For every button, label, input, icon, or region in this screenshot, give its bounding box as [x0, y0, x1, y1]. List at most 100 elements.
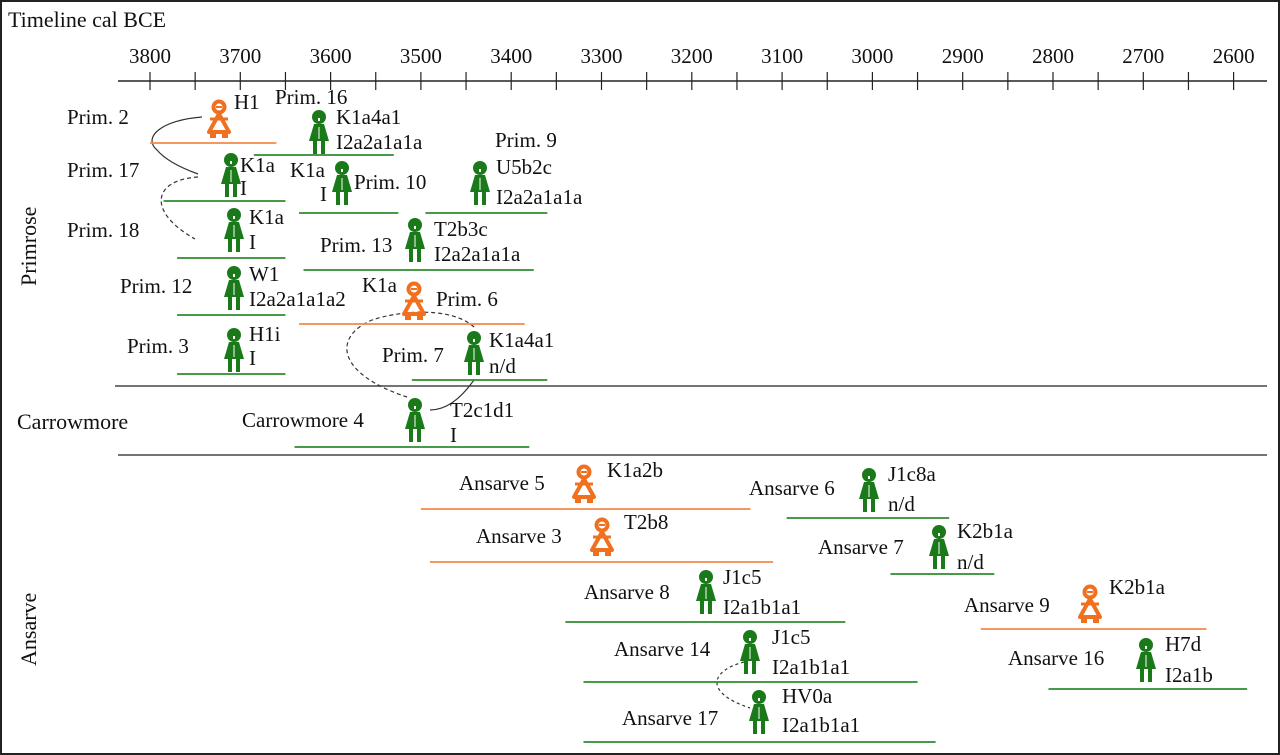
kinship-link: [429, 379, 475, 411]
y-haplogroup: I2a2a1a1a2: [249, 287, 346, 311]
male-figure-icon: [332, 161, 352, 205]
mt-haplogroup: T2b3c: [434, 217, 488, 241]
male-figure-icon: [405, 398, 425, 442]
individual-name: Prim. 12: [120, 274, 193, 298]
axis-tick-label: 2700: [1122, 44, 1165, 68]
female-figure-icon: [402, 281, 426, 320]
male-figure-icon: [740, 630, 760, 674]
individual-name: Prim. 10: [354, 170, 427, 194]
axis-tick-label: 3500: [399, 44, 442, 68]
axis-tick-label: 3200: [670, 44, 713, 68]
male-figure-icon: [749, 690, 769, 734]
male-figure-icon: [470, 161, 490, 205]
axis-tick-label: 3800: [129, 44, 171, 68]
mt-haplogroup: W1: [249, 262, 280, 286]
axis-tick-label: 3000: [851, 44, 894, 68]
individual-name: Ansarve 6: [749, 476, 835, 500]
mt-haplogroup: U5b2c: [496, 155, 552, 179]
mt-haplogroup: HV0a: [782, 684, 833, 708]
y-haplogroup: I: [249, 346, 256, 370]
individual-name: Ansarve 17: [622, 706, 719, 730]
mt-haplogroup: K1a: [362, 273, 397, 297]
axis-tick-label: 3100: [761, 44, 804, 68]
kinship-link: [346, 311, 475, 398]
mt-haplogroup: H1: [234, 90, 260, 114]
mt-haplogroup: K1a4a1: [489, 328, 555, 352]
axis-tick-label: 3300: [580, 44, 623, 68]
mt-haplogroup: K2b1a: [957, 519, 1013, 543]
mt-haplogroup: K1a: [249, 205, 284, 229]
kinship-link: [160, 176, 199, 240]
kinship-link: [151, 116, 203, 175]
male-figure-icon: [859, 468, 879, 512]
axis-tick-label: 3400: [490, 44, 533, 68]
male-figure-icon: [221, 153, 241, 197]
axis-tick-label: 2800: [1032, 44, 1074, 68]
y-haplogroup: I2a1b: [1165, 663, 1213, 687]
individual-name: Prim. 17: [67, 158, 140, 182]
y-haplogroup: I: [240, 176, 247, 200]
mt-haplogroup: K1a: [240, 153, 275, 177]
y-haplogroup: n/d: [957, 550, 984, 574]
female-figure-icon: [590, 517, 614, 556]
mt-haplogroup: H7d: [1165, 632, 1202, 656]
axis-tick-label: 2900: [941, 44, 984, 68]
mt-haplogroup: J1c5: [772, 625, 811, 649]
individual-name: Ansarve 14: [614, 637, 711, 661]
y-haplogroup: I2a1b1a1: [782, 713, 861, 737]
mt-haplogroup: K1a4a1: [336, 105, 402, 129]
mt-haplogroup: J1c5: [723, 565, 762, 589]
individual-name: Prim. 3: [127, 334, 189, 358]
individual-name: Carrowmore 4: [242, 408, 364, 432]
axis-tick-label: 3600: [309, 44, 352, 68]
mt-haplogroup: J1c8a: [888, 462, 936, 486]
individual-name: Ansarve 9: [964, 593, 1050, 617]
axis-tick-label: 3700: [219, 44, 262, 68]
male-figure-icon: [405, 218, 425, 262]
y-haplogroup: n/d: [888, 492, 915, 516]
male-figure-icon: [309, 110, 329, 154]
y-haplogroup: I: [320, 182, 327, 206]
y-haplogroup: I: [249, 230, 256, 254]
individual-name: Prim. 7: [382, 343, 444, 367]
mt-haplogroup: K1a: [290, 158, 325, 182]
mt-haplogroup: T2c1d1: [450, 398, 515, 422]
y-haplogroup: I: [450, 423, 457, 447]
individual-name: Prim. 9: [495, 128, 557, 152]
mt-haplogroup: T2b8: [624, 510, 669, 534]
axis-tick-label: 2600: [1212, 44, 1255, 68]
male-figure-icon: [224, 266, 244, 310]
individual-name: Prim. 2: [67, 105, 129, 129]
individual-name: Ansarve 3: [476, 524, 562, 548]
female-figure-icon: [572, 464, 596, 503]
y-haplogroup: n/d: [489, 354, 516, 378]
group-label-ansarve: Ansarve: [16, 592, 41, 666]
male-figure-icon: [1136, 638, 1156, 682]
individual-name: Prim. 18: [67, 218, 140, 242]
male-figure-icon: [464, 331, 484, 375]
female-figure-icon: [1078, 584, 1102, 623]
y-haplogroup: I2a2a1a1a: [336, 130, 423, 154]
individual-name: Ansarve 7: [818, 535, 904, 559]
individual-name: Ansarve 8: [584, 580, 670, 604]
group-label-primrose: Primrose: [16, 206, 41, 286]
individual-name: Ansarve 16: [1008, 646, 1105, 670]
male-figure-icon: [696, 570, 716, 614]
individual-name: Prim. 16: [275, 85, 348, 109]
y-haplogroup: I2a1b1a1: [723, 595, 802, 619]
group-label-carrowmore: Carrowmore: [17, 409, 129, 434]
y-haplogroup: I2a1b1a1: [772, 655, 851, 679]
y-haplogroup: I2a2a1a1a: [434, 242, 521, 266]
individual-name: Ansarve 5: [459, 471, 545, 495]
mt-haplogroup: H1i: [249, 322, 281, 346]
male-figure-icon: [224, 208, 244, 252]
individual-name: Prim. 6: [436, 287, 498, 311]
individual-name: Prim. 13: [320, 233, 393, 257]
mt-haplogroup: K2b1a: [1109, 575, 1165, 599]
female-figure-icon: [207, 99, 231, 138]
y-haplogroup: I2a2a1a1a: [496, 185, 583, 209]
mt-haplogroup: K1a2b: [607, 458, 663, 482]
male-figure-icon: [929, 525, 949, 569]
male-figure-icon: [224, 328, 244, 372]
